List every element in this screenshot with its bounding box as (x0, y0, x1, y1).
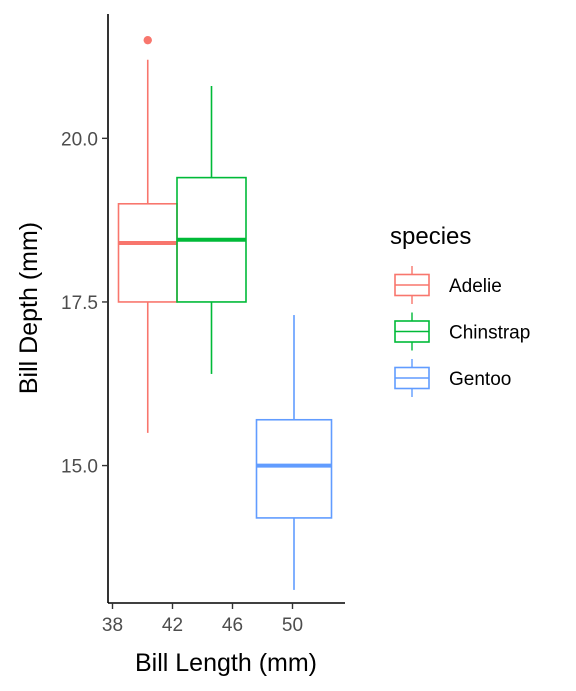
box-chinstrap (176, 85, 247, 374)
x-tick-label: 46 (222, 615, 243, 636)
y-tick-label: 15.0 (61, 457, 98, 478)
iqr-box (117, 202, 178, 303)
plot-area (117, 35, 333, 590)
legend-label: Gentoo (449, 369, 511, 390)
legend: species Adelie Chinstrap Gentoo (390, 223, 530, 397)
x-tick-label: 50 (282, 615, 303, 636)
legend-label: Chinstrap (449, 323, 530, 344)
x-tick-label: 38 (102, 615, 123, 636)
box-gentoo (255, 315, 333, 590)
box-adelie (117, 35, 178, 433)
x-tick-label: 42 (162, 615, 183, 636)
legend-item-gentoo: Gentoo (394, 359, 511, 397)
legend-item-chinstrap: Chinstrap (394, 312, 530, 351)
outlier-point (143, 35, 152, 45)
legend-title: species (390, 223, 471, 250)
y-tick-label: 17.5 (61, 293, 98, 314)
axes: 38 42 46 50 15.0 17.5 20.0 (61, 129, 303, 636)
y-tick-label: 20.0 (61, 129, 98, 150)
legend-label: Adelie (449, 276, 502, 297)
y-axis-title: Bill Depth (mm) (15, 222, 43, 394)
iqr-box (255, 418, 333, 519)
x-axis-title: Bill Length (mm) (135, 649, 317, 677)
legend-item-adelie: Adelie (394, 266, 502, 304)
